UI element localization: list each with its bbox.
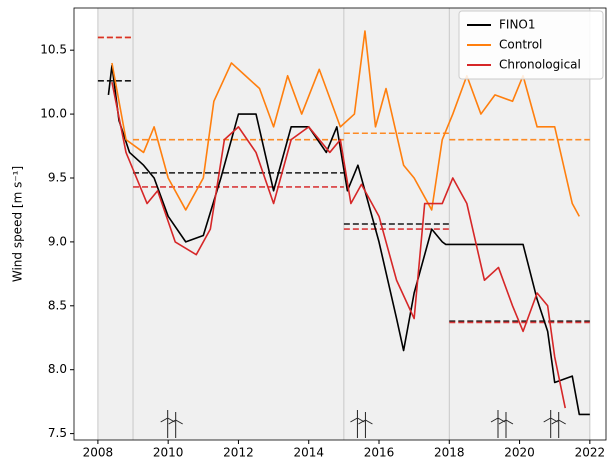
turbine-blades	[498, 412, 514, 425]
y-tick-label: 8.0	[48, 362, 67, 376]
x-tick-label: 2016	[364, 446, 395, 460]
x-tick-label: 2022	[575, 446, 606, 460]
turbine-marker	[160, 410, 183, 438]
series-line	[111, 81, 567, 409]
y-tick-label: 10.0	[40, 107, 67, 121]
legend-label: Chronological	[499, 58, 581, 72]
y-tick-label: 10.5	[40, 43, 67, 57]
x-tick-label: 2012	[223, 446, 254, 460]
x-tick-label: 2018	[434, 446, 465, 460]
turbine-blades	[168, 412, 183, 425]
x-tick-label: 2020	[504, 446, 535, 460]
y-axis-label: Wind speed [m s⁻¹]	[11, 166, 25, 282]
series-line	[111, 30, 580, 217]
turbine-marker	[350, 410, 373, 438]
turbine-marker	[543, 410, 566, 438]
turbine-marker	[490, 410, 514, 438]
y-tick-label: 8.5	[48, 298, 67, 312]
series-line	[107, 64, 590, 416]
x-tick-label: 2010	[153, 446, 184, 460]
legend-box	[458, 10, 604, 80]
y-tick-label: 9.5	[48, 170, 67, 184]
turbine-blades	[358, 412, 373, 425]
x-tick-label: 2008	[83, 446, 114, 460]
legend-label: Control	[499, 38, 542, 52]
y-tick-label: 9.0	[48, 234, 67, 248]
legend-label: FINO1	[499, 18, 536, 32]
plot-frame	[73, 7, 607, 441]
turbine-blades	[551, 412, 566, 425]
x-tick-label: 2014	[293, 446, 324, 460]
y-tick-label: 7.5	[48, 426, 67, 440]
